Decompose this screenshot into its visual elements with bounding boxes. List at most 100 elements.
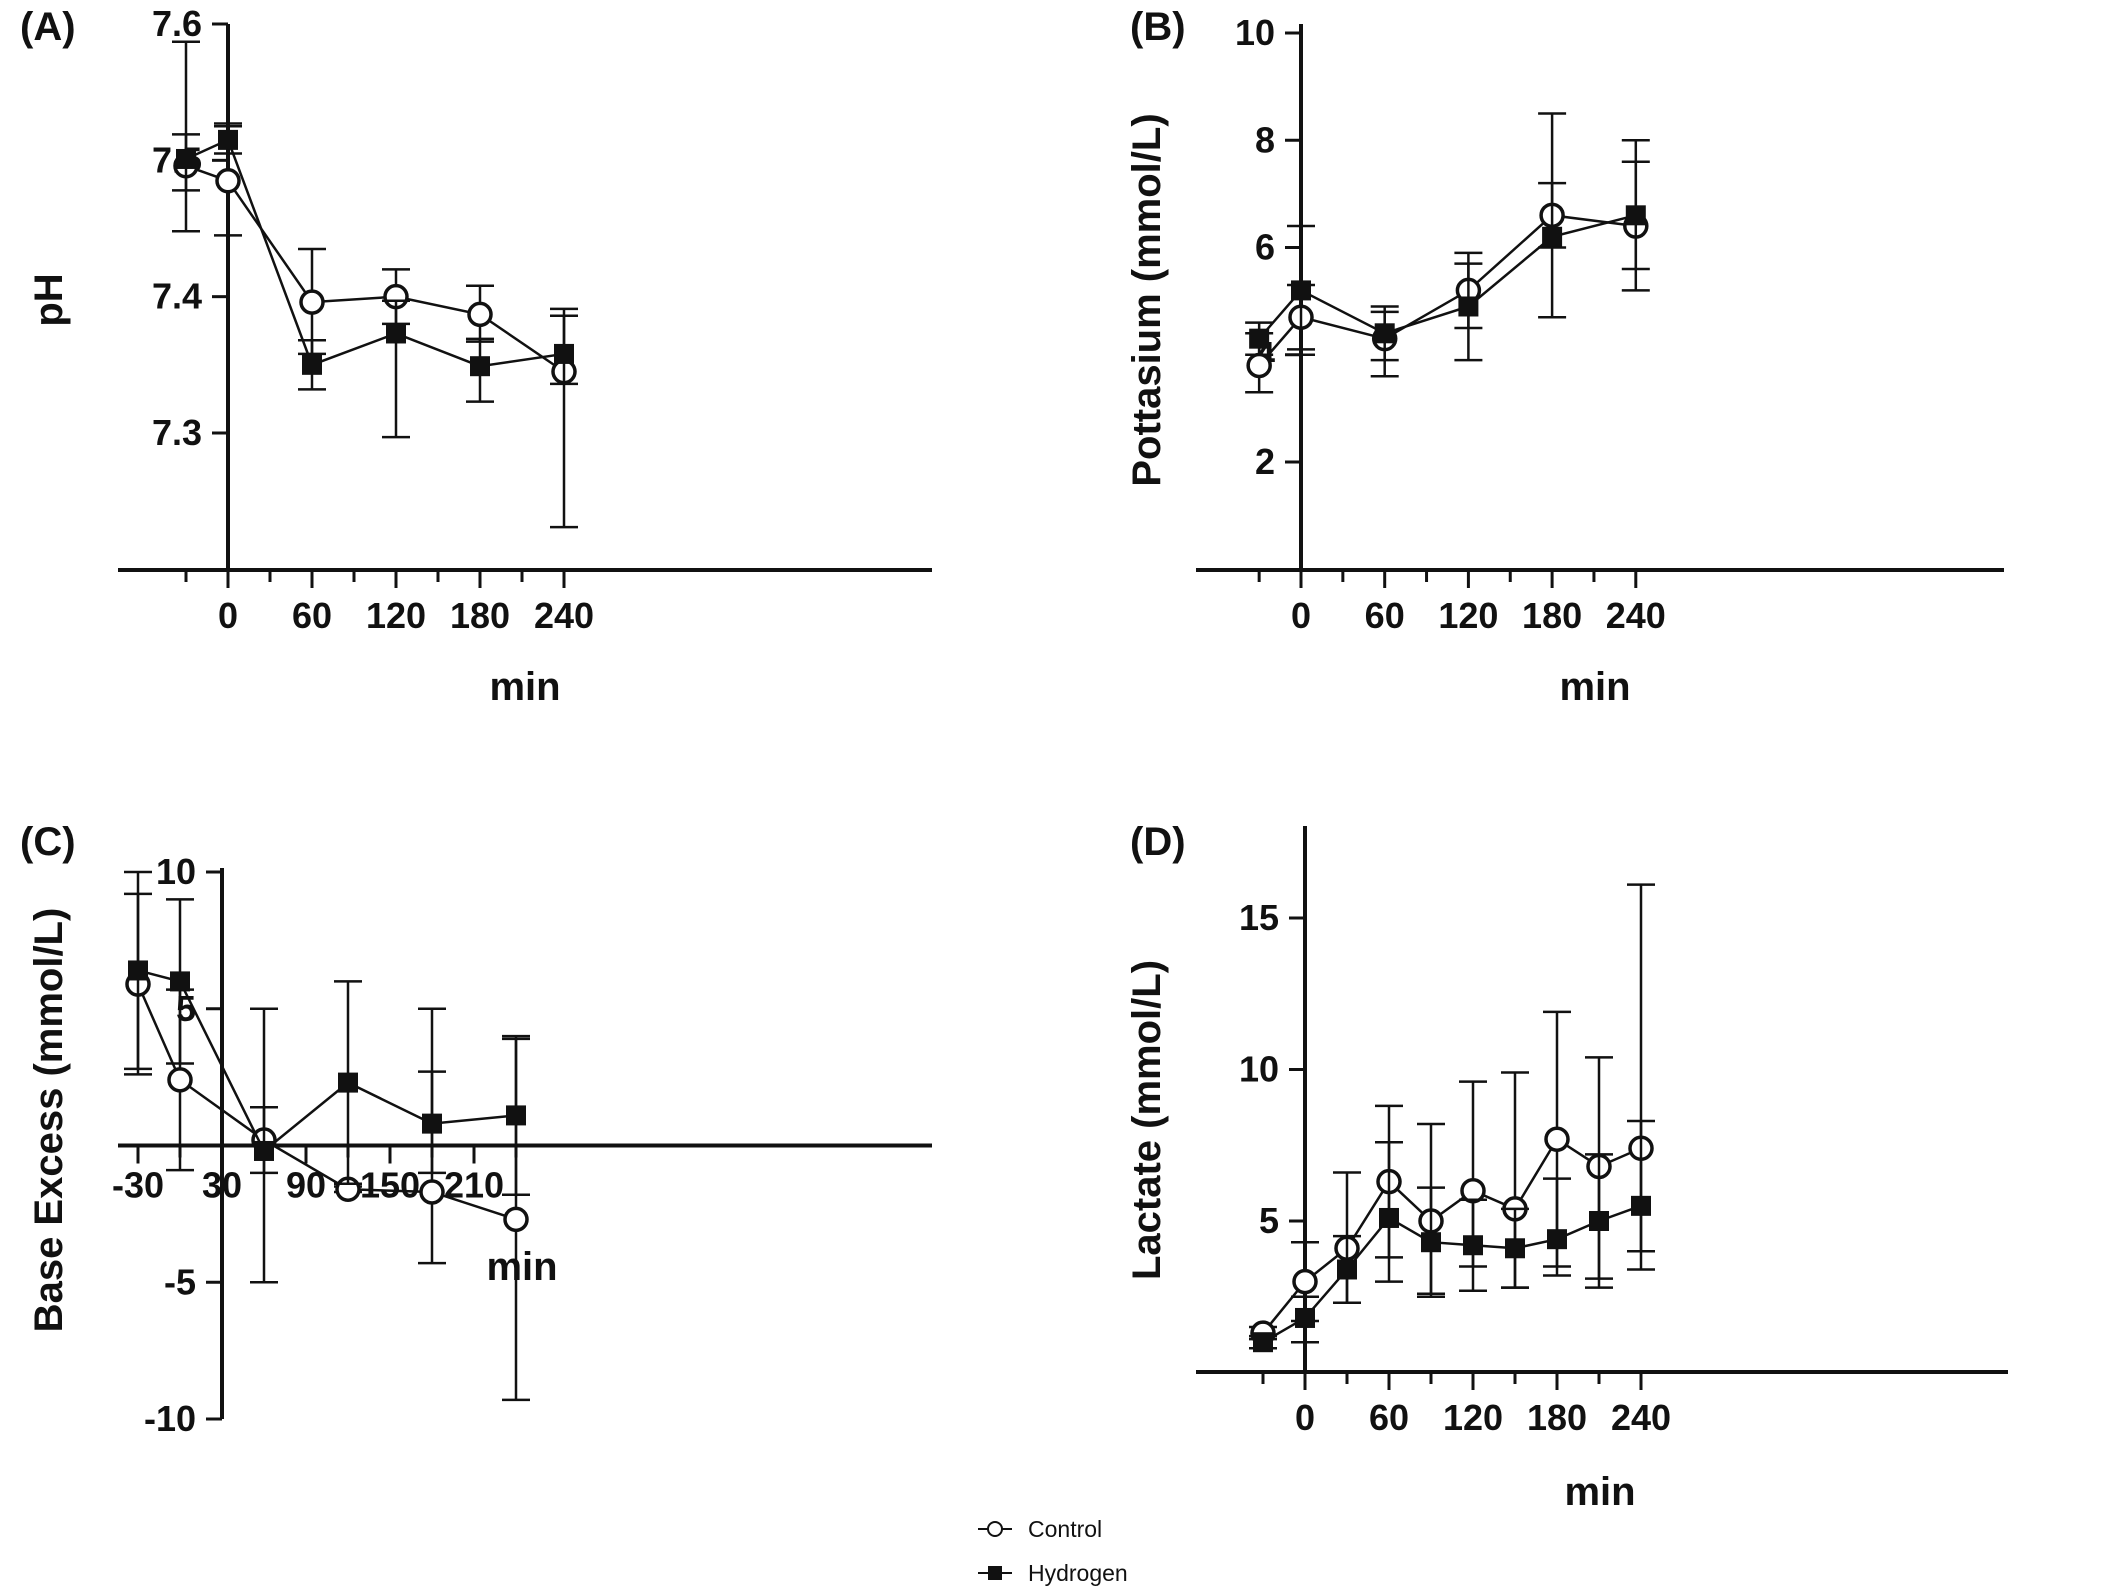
x-tick-label: 60 xyxy=(1365,595,1405,636)
data-point-hydrogen xyxy=(1337,1259,1357,1280)
data-point-hydrogen xyxy=(1505,1238,1525,1259)
series-hydrogen xyxy=(124,870,530,1284)
y-axis-label: Pottasium (mmol/L) xyxy=(1125,113,1169,486)
y-tick-label: 7.3 xyxy=(152,412,202,453)
legend-label: Control xyxy=(1028,1516,1102,1542)
x-tick-label: 120 xyxy=(1438,595,1498,636)
panel-label: (D) xyxy=(1130,820,1186,864)
y-tick-label: -10 xyxy=(144,1398,196,1439)
data-point-control xyxy=(1544,1126,1570,1152)
data-point-hydrogen xyxy=(1374,323,1395,344)
legend-label: Hydrogen xyxy=(1028,1560,1128,1586)
data-point-hydrogen xyxy=(470,356,490,377)
data-point-hydrogen xyxy=(1589,1211,1609,1231)
y-tick-label: 2 xyxy=(1255,441,1275,482)
y-tick-label: 10 xyxy=(1239,1049,1279,1090)
x-tick-label: 180 xyxy=(450,595,510,636)
series-hydrogen xyxy=(1245,112,1650,362)
panel-b: (B)060120180240246810minPottasium (mmol/… xyxy=(1125,5,2004,709)
x-tick-label: 120 xyxy=(1443,1397,1503,1438)
x-tick-label: 0 xyxy=(1291,595,1311,636)
series-line xyxy=(1262,1137,1642,1334)
data-point-hydrogen xyxy=(1253,1332,1273,1353)
y-axis-label: Lactate (mmol/L) xyxy=(1125,960,1169,1280)
y-tick-label: 10 xyxy=(156,851,196,892)
x-tick-label: 60 xyxy=(1369,1397,1409,1438)
y-tick-label: 10 xyxy=(1235,12,1275,53)
x-tick-label: 240 xyxy=(534,595,594,636)
x-tick-label: -30 xyxy=(112,1165,164,1206)
y-axis-label: Base Excess (mmol/L) xyxy=(27,908,71,1333)
x-tick-label: 60 xyxy=(292,595,332,636)
data-point-hydrogen xyxy=(128,960,148,981)
data-point-hydrogen xyxy=(254,1140,274,1161)
data-point-hydrogen xyxy=(1421,1232,1441,1253)
x-axis-label: min xyxy=(1564,1470,1635,1514)
y-tick-label: 15 xyxy=(1239,897,1279,938)
y-axis-label: pH xyxy=(27,273,71,326)
series-control xyxy=(1249,883,1655,1346)
data-point-control xyxy=(215,168,241,194)
y-tick-label: 5 xyxy=(1259,1200,1279,1241)
data-point-hydrogen xyxy=(1463,1235,1483,1256)
x-tick-label: 180 xyxy=(1522,595,1582,636)
data-point-hydrogen xyxy=(1625,205,1646,226)
data-point-hydrogen xyxy=(1291,280,1311,301)
y-tick-label: 7.6 xyxy=(152,3,202,44)
data-point-control xyxy=(299,289,325,315)
x-tick-label: 150 xyxy=(360,1165,420,1206)
data-point-control xyxy=(1460,1177,1486,1204)
data-point-hydrogen xyxy=(506,1105,526,1126)
data-point-hydrogen xyxy=(1631,1195,1651,1216)
data-point-hydrogen xyxy=(170,971,190,992)
data-point-hydrogen xyxy=(1458,296,1479,317)
data-point-hydrogen xyxy=(554,343,574,364)
y-tick-label: 8 xyxy=(1255,119,1275,160)
x-tick-label: 0 xyxy=(218,595,238,636)
x-axis-label: min xyxy=(486,1245,557,1289)
series-line xyxy=(1258,214,1636,367)
panel-label: (B) xyxy=(1130,5,1186,49)
y-tick-label: -5 xyxy=(164,1261,196,1302)
data-point-control xyxy=(1292,1268,1318,1295)
data-point-control xyxy=(503,1206,529,1233)
panel-label: (C) xyxy=(20,820,76,864)
x-tick-label: 120 xyxy=(366,595,426,636)
y-tick-label: 6 xyxy=(1255,227,1275,268)
x-tick-label: 240 xyxy=(1611,1397,1671,1438)
x-tick-label: 180 xyxy=(1527,1397,1587,1438)
data-point-hydrogen xyxy=(302,354,322,375)
data-point-control xyxy=(1246,352,1272,379)
data-point-control xyxy=(419,1179,445,1205)
x-tick-label: 0 xyxy=(1295,1397,1315,1438)
panel-d: (D) 0 60 120 180 240 5 10 15 min Lactate (mmol/L) xyxy=(1125,820,2008,1514)
data-point-control xyxy=(167,1067,193,1093)
panel-label: (A) xyxy=(20,5,76,49)
data-point-hydrogen xyxy=(422,1113,442,1134)
data-point-hydrogen xyxy=(1249,328,1270,349)
data-point-control xyxy=(467,301,493,328)
series-hydrogen xyxy=(172,122,578,439)
x-axis-label: min xyxy=(1559,665,1630,709)
data-point-hydrogen xyxy=(338,1072,358,1093)
series-control xyxy=(172,40,578,529)
x-axis-label: min xyxy=(489,665,560,709)
data-point-hydrogen xyxy=(1547,1229,1567,1250)
series-hydrogen xyxy=(1249,1119,1655,1353)
data-point-hydrogen xyxy=(1295,1307,1315,1328)
data-point-hydrogen xyxy=(386,323,406,344)
x-tick-label: 240 xyxy=(1606,595,1666,636)
y-tick-label: 7.4 xyxy=(152,276,202,317)
x-tick-label: 90 xyxy=(286,1165,326,1206)
data-point-hydrogen xyxy=(176,148,196,169)
legend-marker-hydrogen xyxy=(988,1566,1002,1580)
legend-marker-control xyxy=(987,1521,1003,1537)
x-tick-label: 30 xyxy=(202,1165,242,1206)
data-point-hydrogen xyxy=(1379,1207,1399,1228)
series-control xyxy=(1245,160,1650,394)
data-point-hydrogen xyxy=(1542,226,1563,247)
data-point-hydrogen xyxy=(218,129,238,150)
